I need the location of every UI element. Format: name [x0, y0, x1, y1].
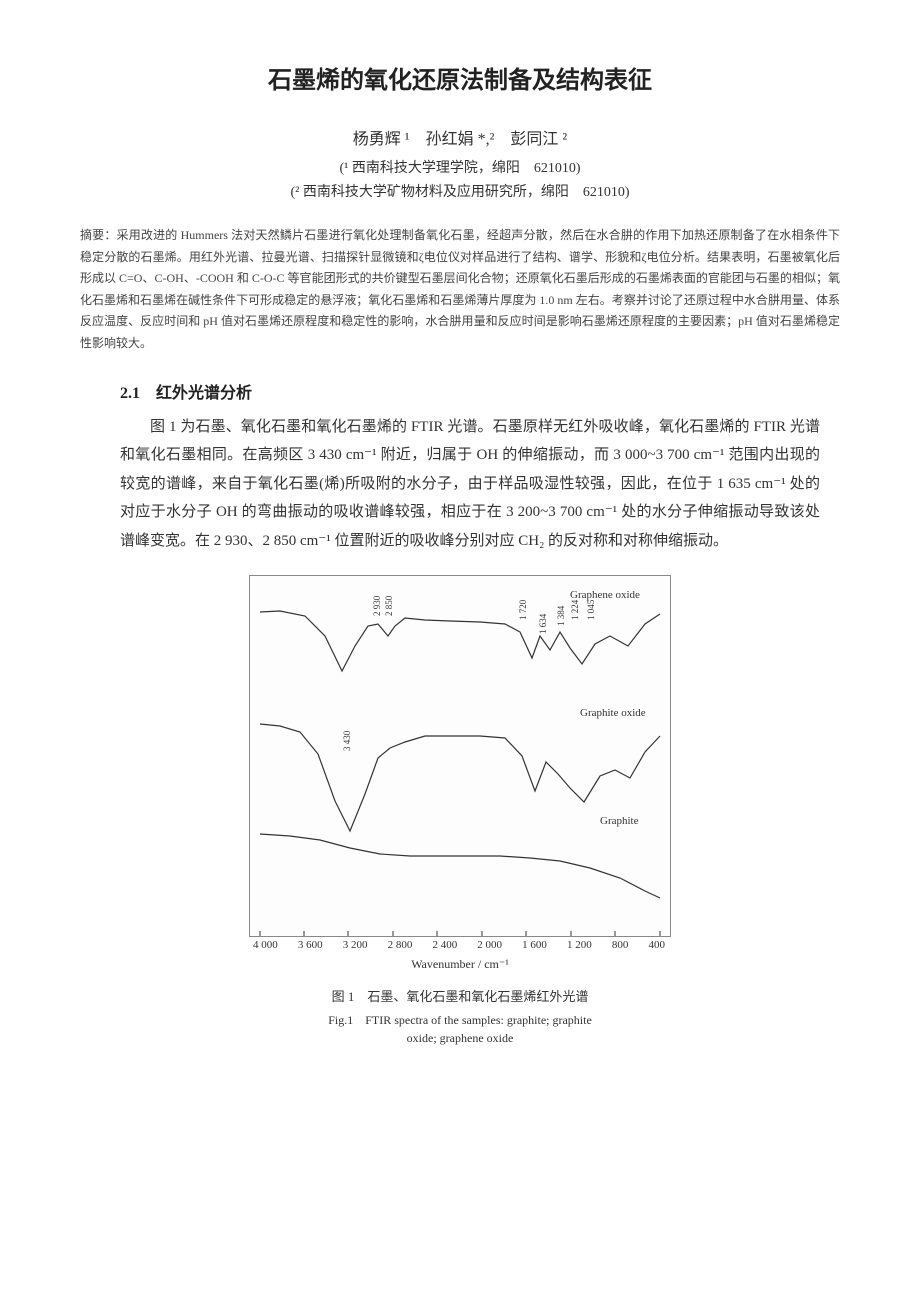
label-graphite: Graphite [600, 815, 639, 827]
figure-caption-en: Fig.1 FTIR spectra of the samples: graph… [328, 1011, 592, 1047]
affiliation-2: (² 西南科技大学矿物材料及应用研究所，绵阳 621010) [80, 181, 840, 201]
peak-labels-go: 2 930 2 850 1 720 1 634 1 384 1 224 1 04… [372, 595, 596, 634]
curve-graphite [260, 834, 660, 898]
figure-caption-cn: 图 1 石墨、氧化石墨和氧化石墨烯红外光谱 [332, 986, 589, 1005]
section-number: 2.1 [120, 385, 140, 402]
svg-text:2 930: 2 930 [372, 595, 382, 616]
label-graphene-oxide: Graphene oxide [570, 589, 640, 601]
chart-box: Graphene oxide Graphite oxide Graphite 2… [249, 575, 671, 937]
x-ticks-marks [260, 931, 660, 936]
section-heading: 2.1 红外光谱分析 [80, 379, 840, 403]
curve-graphene-oxide [260, 611, 660, 671]
svg-text:1 045: 1 045 [586, 599, 596, 620]
svg-text:1 384: 1 384 [556, 605, 566, 626]
svg-text:1 224: 1 224 [570, 599, 580, 620]
svg-text:2 850: 2 850 [384, 595, 394, 616]
svg-text:1 720: 1 720 [518, 599, 528, 620]
x-axis-label: Wavenumber / cm⁻¹ [249, 957, 671, 972]
figure-1: Transmittance / (a.u.) Graphene oxide Gr… [80, 575, 840, 1047]
paper-title: 石墨烯的氧化还原法制备及结构表征 [80, 60, 840, 95]
x-tick-labels: 4 000 3 600 3 200 2 800 2 400 2 000 1 60… [249, 939, 669, 951]
body-paragraph: 图 1 为石墨、氧化石墨和氧化石墨烯的 FTIR 光谱。石墨原样无红外吸收峰，氧… [80, 413, 840, 556]
ftir-chart: Graphene oxide Graphite oxide Graphite 2… [250, 576, 670, 936]
svg-text:1 634: 1 634 [538, 613, 548, 634]
affiliation-1: (¹ 西南科技大学理学院，绵阳 621010) [80, 157, 840, 177]
label-graphite-oxide: Graphite oxide [580, 707, 646, 719]
peak-3430: 3 430 [342, 730, 352, 751]
abstract: 摘要：采用改进的 Hummers 法对天然鳞片石墨进行氧化处理制备氧化石墨，经超… [80, 225, 840, 355]
authors: 杨勇辉 ¹ 孙红娟 *,² 彭同江 ² [80, 125, 840, 149]
section-title: 红外光谱分析 [156, 385, 252, 402]
